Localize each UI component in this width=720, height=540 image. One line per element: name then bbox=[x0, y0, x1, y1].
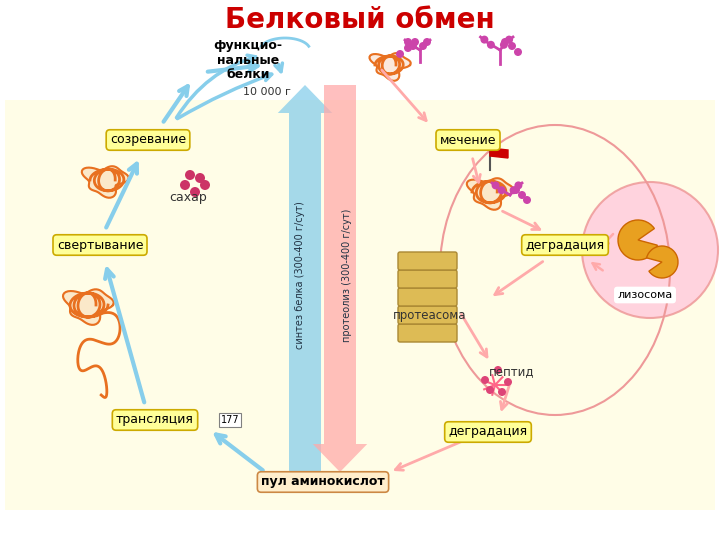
Text: функцио-
нальные
белки: функцио- нальные белки bbox=[214, 38, 282, 82]
Circle shape bbox=[411, 38, 419, 46]
Circle shape bbox=[492, 181, 500, 190]
Text: созревание: созревание bbox=[110, 133, 186, 146]
Text: трансляция: трансляция bbox=[116, 414, 194, 427]
Polygon shape bbox=[490, 148, 508, 158]
Polygon shape bbox=[369, 53, 410, 81]
Circle shape bbox=[190, 187, 200, 197]
Circle shape bbox=[423, 38, 431, 46]
FancyBboxPatch shape bbox=[398, 270, 457, 288]
Polygon shape bbox=[278, 85, 332, 113]
Circle shape bbox=[512, 186, 520, 194]
Text: пептид: пептид bbox=[490, 366, 535, 379]
Polygon shape bbox=[63, 289, 114, 325]
Circle shape bbox=[481, 376, 489, 384]
FancyBboxPatch shape bbox=[398, 306, 457, 324]
Circle shape bbox=[200, 180, 210, 190]
Circle shape bbox=[404, 38, 412, 46]
Text: деградация: деградация bbox=[526, 239, 605, 252]
Text: свертывание: свертывание bbox=[57, 239, 143, 252]
Circle shape bbox=[514, 181, 523, 190]
Circle shape bbox=[180, 180, 190, 190]
Circle shape bbox=[498, 388, 506, 396]
Text: протеолиз (300-400 г/сут): протеолиз (300-400 г/сут) bbox=[342, 208, 352, 342]
Text: 177: 177 bbox=[221, 415, 239, 425]
Circle shape bbox=[486, 386, 494, 394]
Polygon shape bbox=[324, 85, 356, 444]
Polygon shape bbox=[467, 178, 513, 210]
Polygon shape bbox=[289, 113, 321, 472]
Circle shape bbox=[500, 41, 508, 49]
FancyBboxPatch shape bbox=[398, 324, 457, 342]
Circle shape bbox=[523, 196, 531, 204]
Circle shape bbox=[498, 186, 505, 194]
Circle shape bbox=[419, 42, 427, 50]
Text: мечение: мечение bbox=[440, 133, 496, 146]
Text: синтез белка (300-400 г/сут): синтез белка (300-400 г/сут) bbox=[295, 201, 305, 349]
Bar bbox=[5, 100, 715, 510]
Circle shape bbox=[494, 366, 502, 374]
Circle shape bbox=[185, 170, 195, 180]
Circle shape bbox=[396, 50, 404, 58]
Text: 10 000 г: 10 000 г bbox=[243, 87, 291, 97]
Circle shape bbox=[404, 44, 412, 52]
Polygon shape bbox=[82, 166, 129, 198]
Circle shape bbox=[504, 378, 512, 386]
Circle shape bbox=[487, 41, 495, 49]
Polygon shape bbox=[312, 444, 367, 472]
Circle shape bbox=[480, 36, 488, 44]
Text: пул аминокислот: пул аминокислот bbox=[261, 476, 385, 489]
Circle shape bbox=[582, 182, 718, 318]
Text: лизосома: лизосома bbox=[617, 290, 672, 300]
Circle shape bbox=[510, 186, 518, 194]
Circle shape bbox=[501, 38, 509, 46]
Circle shape bbox=[508, 42, 516, 50]
Circle shape bbox=[195, 173, 205, 183]
Text: протеасома: протеасома bbox=[393, 308, 467, 321]
Text: сахар: сахар bbox=[169, 192, 207, 205]
FancyBboxPatch shape bbox=[398, 252, 457, 270]
Wedge shape bbox=[647, 246, 678, 278]
Text: деградация: деградация bbox=[449, 426, 528, 438]
FancyBboxPatch shape bbox=[398, 288, 457, 306]
Circle shape bbox=[518, 191, 526, 199]
Circle shape bbox=[409, 42, 417, 50]
Circle shape bbox=[505, 36, 513, 44]
Wedge shape bbox=[618, 220, 657, 260]
Text: Белковый обмен: Белковый обмен bbox=[225, 6, 495, 34]
Circle shape bbox=[514, 48, 522, 56]
